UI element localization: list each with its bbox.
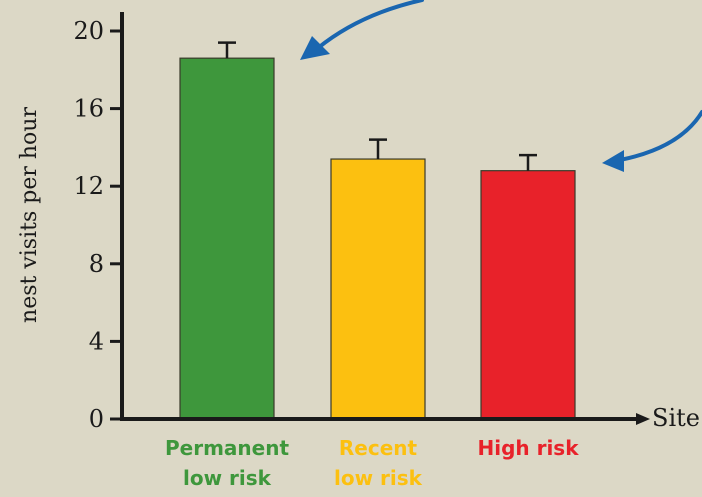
bar-1: [179, 57, 275, 420]
category-label-3-line-1: High risk: [477, 436, 579, 460]
x-axis-label: Site: [652, 404, 700, 432]
y-tick-label: 16: [73, 95, 104, 123]
y-tick-label: 12: [73, 172, 104, 200]
y-tick-label: 4: [89, 327, 104, 355]
annotation-arrowhead-2: [602, 150, 624, 172]
bar-2: [330, 158, 426, 420]
error-bars-group: [218, 41, 537, 171]
category-label-1-line-2: low risk: [183, 466, 272, 490]
annotation-arrow-1: [316, 0, 424, 50]
x-axis-arrowhead: [636, 413, 650, 425]
annotation-arrows-group: [300, 0, 702, 172]
category-label-1-line-1: Permanent: [165, 436, 289, 460]
category-labels-group: Permanent low risk Recent low risk High risk: [165, 436, 579, 490]
y-tick-label: 0: [89, 405, 104, 433]
category-label-2-line-1: Recent: [339, 436, 418, 460]
annotation-arrowhead-1: [300, 36, 330, 60]
y-ticks-group: 0 4 8 12 16 20: [73, 17, 122, 433]
category-label-2-line-2: low risk: [334, 466, 423, 490]
annotation-arrow-2: [618, 110, 702, 162]
axes-group: [120, 12, 650, 425]
bars-group: [179, 57, 576, 420]
y-tick-label: 8: [89, 250, 104, 278]
bar-3: [480, 170, 576, 420]
y-tick-label: 20: [73, 17, 104, 45]
y-axis-label: nest visits per hour: [17, 107, 42, 323]
